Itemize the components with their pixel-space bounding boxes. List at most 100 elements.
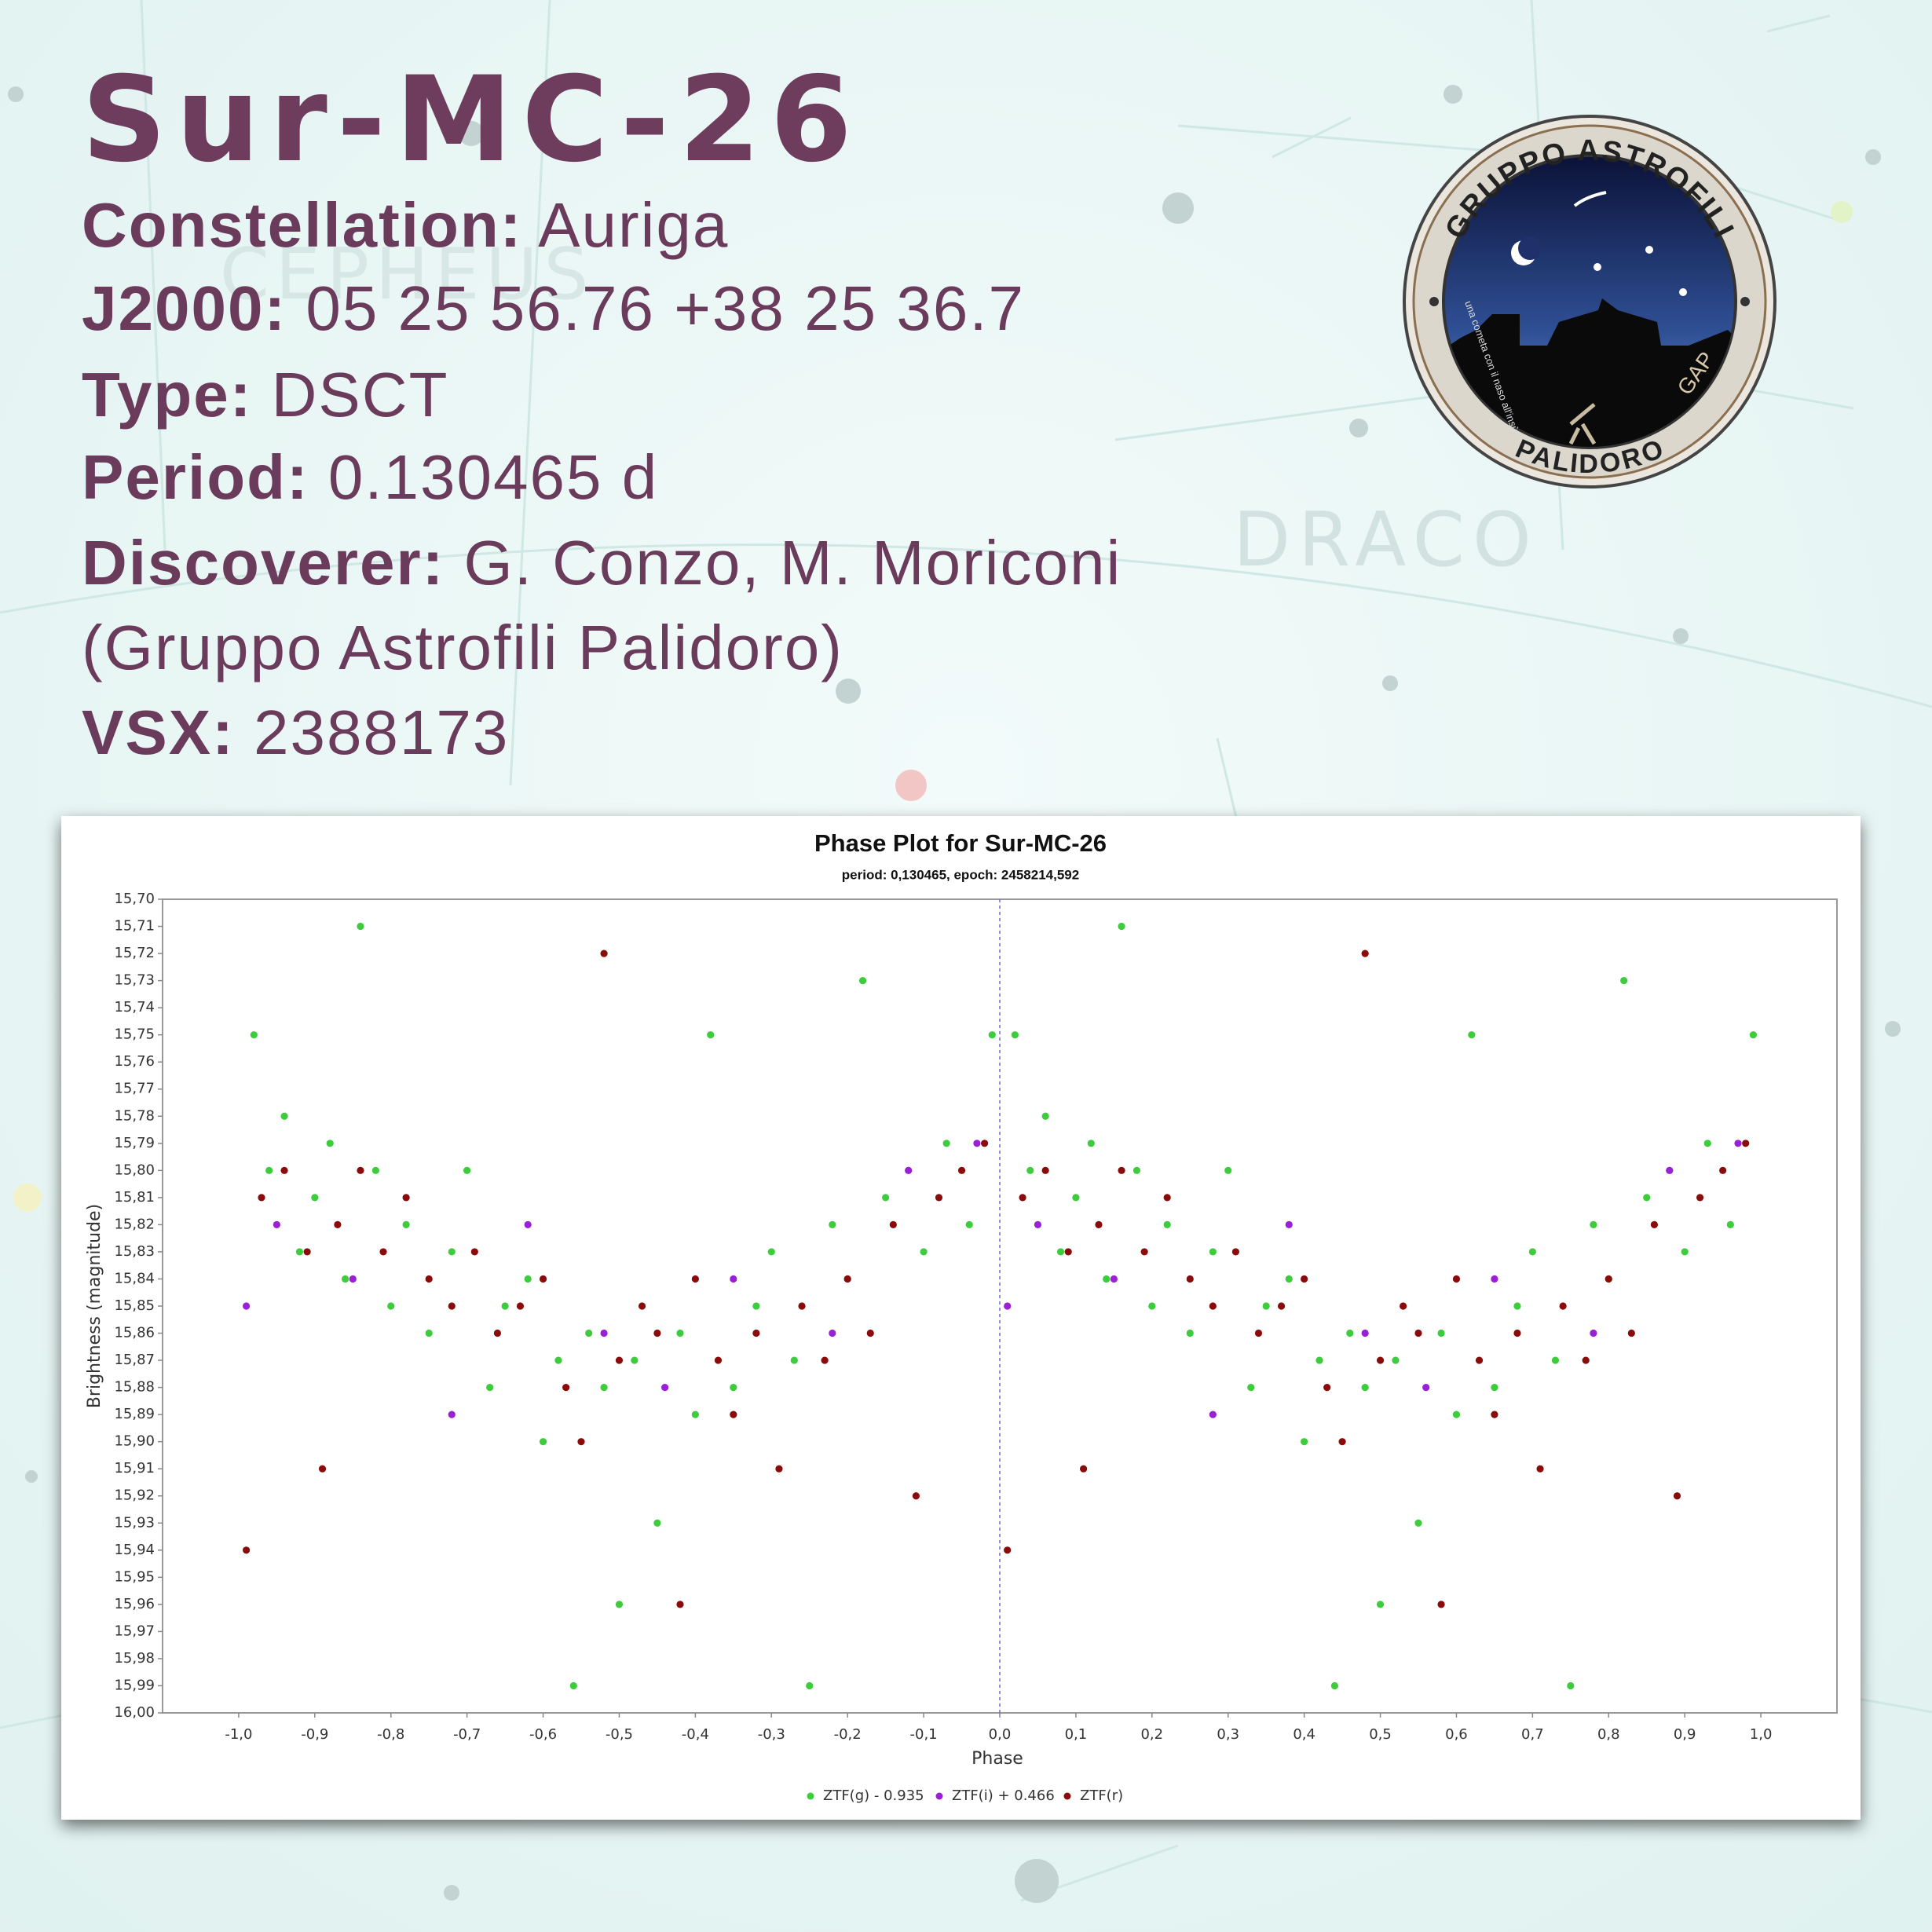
point xyxy=(1132,1166,1141,1174)
point xyxy=(1719,1166,1727,1174)
y-tick-label: 15,73 xyxy=(114,972,155,989)
x-tick-label: -0,2 xyxy=(834,1726,862,1743)
point xyxy=(691,1275,699,1283)
point xyxy=(882,1194,890,1202)
point xyxy=(1209,1248,1217,1256)
point xyxy=(1666,1166,1674,1174)
point xyxy=(905,1166,913,1174)
point xyxy=(1681,1248,1689,1256)
point xyxy=(425,1329,433,1337)
affiliation: (Gruppo Astrofili Palidoro) xyxy=(82,613,843,682)
x-tick-label: -0,6 xyxy=(529,1726,557,1743)
point xyxy=(349,1275,357,1283)
point xyxy=(1726,1220,1734,1228)
point xyxy=(243,1302,251,1310)
y-tick-label: 15,85 xyxy=(114,1297,155,1314)
point xyxy=(1254,1329,1263,1337)
point xyxy=(1004,1302,1012,1310)
point xyxy=(326,1140,334,1147)
point xyxy=(1186,1275,1194,1283)
x-tick-label: 0,3 xyxy=(1217,1726,1239,1743)
point xyxy=(1452,1411,1461,1418)
point xyxy=(1590,1329,1597,1337)
point xyxy=(1224,1166,1232,1174)
point xyxy=(524,1275,532,1283)
y-tick-label: 15,80 xyxy=(114,1162,155,1178)
point xyxy=(1247,1384,1255,1392)
point xyxy=(889,1220,897,1228)
point xyxy=(1513,1329,1521,1337)
point xyxy=(501,1302,509,1310)
legend-label: ZTF(r) xyxy=(1080,1787,1123,1804)
point xyxy=(1620,977,1628,985)
y-tick-label: 16,00 xyxy=(114,1704,155,1721)
point xyxy=(790,1356,798,1364)
point xyxy=(402,1194,410,1202)
x-tick-label: 0,7 xyxy=(1521,1726,1544,1743)
point xyxy=(1696,1194,1704,1202)
point xyxy=(1209,1411,1217,1418)
point xyxy=(858,977,867,985)
x-tick-label: 0,4 xyxy=(1293,1726,1315,1743)
point xyxy=(1330,1681,1338,1690)
point xyxy=(1742,1140,1750,1147)
y-tick-label: 15,71 xyxy=(114,918,155,935)
y-tick-label: 15,81 xyxy=(114,1189,155,1206)
y-tick-label: 15,92 xyxy=(114,1487,155,1504)
point xyxy=(775,1465,783,1473)
point xyxy=(631,1356,639,1364)
point xyxy=(988,1031,996,1039)
point xyxy=(303,1248,311,1256)
point xyxy=(1437,1329,1445,1337)
y-tick-label: 15,89 xyxy=(114,1406,155,1422)
x-tick-label: -0,5 xyxy=(606,1726,633,1743)
point xyxy=(1414,1329,1422,1337)
point xyxy=(577,1438,585,1446)
map-label: CEPHEUS xyxy=(220,233,595,316)
point xyxy=(829,1329,836,1337)
y-tick-label: 15,91 xyxy=(114,1460,155,1476)
y-tick-label: 15,94 xyxy=(114,1542,155,1558)
field: J2000: 05 25 56.76 +38 25 36.7 xyxy=(82,273,1025,343)
y-tick-label: 15,77 xyxy=(114,1081,155,1097)
x-tick-label: -1,0 xyxy=(225,1726,252,1743)
point xyxy=(920,1248,928,1256)
point xyxy=(981,1140,989,1147)
point xyxy=(311,1194,319,1202)
point xyxy=(1627,1329,1635,1337)
point xyxy=(798,1302,806,1310)
point xyxy=(942,1140,950,1147)
point xyxy=(379,1248,387,1256)
point xyxy=(1567,1681,1575,1690)
point xyxy=(1400,1302,1407,1310)
point xyxy=(1338,1438,1346,1446)
x-tick-label: -0,3 xyxy=(758,1726,785,1743)
point xyxy=(935,1194,943,1202)
star-title: Sur-MC-26 xyxy=(82,52,862,188)
point xyxy=(280,1112,288,1120)
point xyxy=(957,1166,966,1174)
point xyxy=(707,1031,715,1039)
x-tick-label: -0,7 xyxy=(453,1726,481,1743)
point xyxy=(1491,1275,1498,1283)
point xyxy=(1118,922,1125,931)
point xyxy=(1080,1465,1088,1473)
point xyxy=(448,1411,456,1418)
point xyxy=(318,1465,327,1473)
y-tick-label: 15,82 xyxy=(114,1216,155,1232)
plot-area xyxy=(162,898,1838,1714)
x-tick-label: -0,1 xyxy=(910,1726,938,1743)
point xyxy=(1026,1166,1034,1174)
point xyxy=(1643,1194,1651,1202)
x-tick-label: 1,0 xyxy=(1750,1726,1773,1743)
field-label: Discoverer: xyxy=(82,528,445,598)
point xyxy=(730,1411,737,1418)
point xyxy=(1650,1220,1659,1228)
point xyxy=(1041,1166,1049,1174)
y-tick-label: 15,78 xyxy=(114,1107,155,1124)
y-tick-label: 15,93 xyxy=(114,1514,155,1531)
point xyxy=(524,1220,532,1228)
x-tick-label: 0,2 xyxy=(1140,1726,1163,1743)
legend-swatch xyxy=(807,1792,814,1800)
